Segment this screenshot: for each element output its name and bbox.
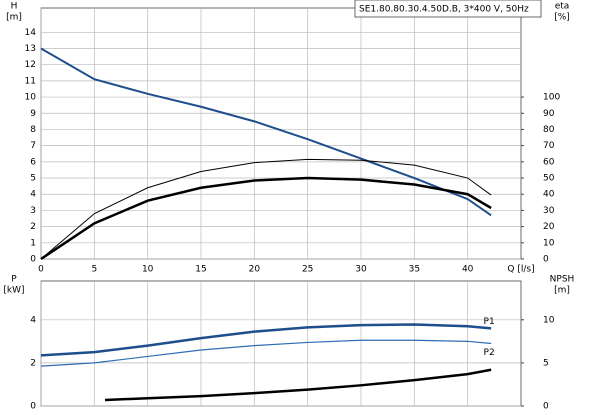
y-axis-unit: [m] xyxy=(6,13,22,23)
y-tick-label: 8 xyxy=(30,125,36,135)
y2-tick-label: 50 xyxy=(543,174,555,184)
y2-tick-label: 100 xyxy=(543,93,560,103)
y2-tick-label: 60 xyxy=(543,157,555,167)
y-tick-label: 9 xyxy=(30,109,36,119)
series-label: P1 xyxy=(484,317,495,327)
y-tick-label: 4 xyxy=(30,315,36,325)
y2-tick-label: 30 xyxy=(543,206,555,216)
y2-tick-label: 80 xyxy=(543,125,555,135)
y2-tick-label: 10 xyxy=(543,238,555,248)
plot-area xyxy=(40,7,522,260)
x-tick-label: 40 xyxy=(462,265,474,275)
y-tick-label: 6 xyxy=(30,157,36,167)
y-axis-label: H xyxy=(11,2,18,12)
y2-axis-label: eta xyxy=(555,2,570,12)
x-tick-label: 30 xyxy=(355,265,367,275)
y-tick-label: 0 xyxy=(30,402,36,412)
curve xyxy=(40,323,492,357)
y2-tick-label: 40 xyxy=(543,190,555,200)
y-axis-unit: [kW] xyxy=(3,286,24,296)
y-tick-label: 2 xyxy=(30,358,36,368)
x-tick-label: 20 xyxy=(249,265,261,275)
y2-axis-unit: [m] xyxy=(554,286,570,296)
curve xyxy=(40,158,492,260)
y2-tick-label: 5 xyxy=(543,358,549,368)
y-tick-label: 11 xyxy=(25,76,36,86)
y-tick-label: 7 xyxy=(30,141,36,151)
y2-tick-label: 0 xyxy=(543,255,549,265)
x-tick-label: 15 xyxy=(195,265,206,275)
x-tick-label: 35 xyxy=(409,265,420,275)
curve xyxy=(40,176,492,261)
x-tick-label: 5 xyxy=(91,265,97,275)
y2-tick-label: 0 xyxy=(543,402,549,412)
y2-tick-label: 20 xyxy=(543,222,555,232)
y2-tick-label: 10 xyxy=(543,315,555,325)
y-tick-label: 12 xyxy=(25,60,36,70)
y-tick-label: 14 xyxy=(25,28,37,38)
y-tick-label: 1 xyxy=(30,238,36,248)
curve xyxy=(40,339,492,367)
y-tick-label: 3 xyxy=(30,206,36,216)
y-tick-label: 10 xyxy=(25,93,37,103)
y2-tick-label: 90 xyxy=(543,109,555,119)
title-box xyxy=(354,0,542,18)
series-label: P2 xyxy=(484,348,495,358)
y-tick-label: 13 xyxy=(25,44,36,54)
y-tick-label: 0 xyxy=(30,255,36,265)
x-axis-label: Q [l/s] xyxy=(507,265,534,275)
y2-axis-label: NPSH xyxy=(550,275,575,285)
x-tick-label: 10 xyxy=(142,265,154,275)
y2-tick-label: 70 xyxy=(543,141,555,151)
chart-title: SE1.80.80.30.4.50D.B, 3*400 V, 50Hz xyxy=(359,5,529,15)
y-tick-label: 2 xyxy=(30,222,36,232)
y-tick-label: 5 xyxy=(30,174,36,184)
curve xyxy=(104,368,492,402)
x-tick-label: 0 xyxy=(38,265,44,275)
y2-axis-unit: [%] xyxy=(554,13,570,23)
y-axis-label: P xyxy=(11,275,17,285)
x-tick-label: 25 xyxy=(302,265,313,275)
y-tick-label: 4 xyxy=(30,190,36,200)
